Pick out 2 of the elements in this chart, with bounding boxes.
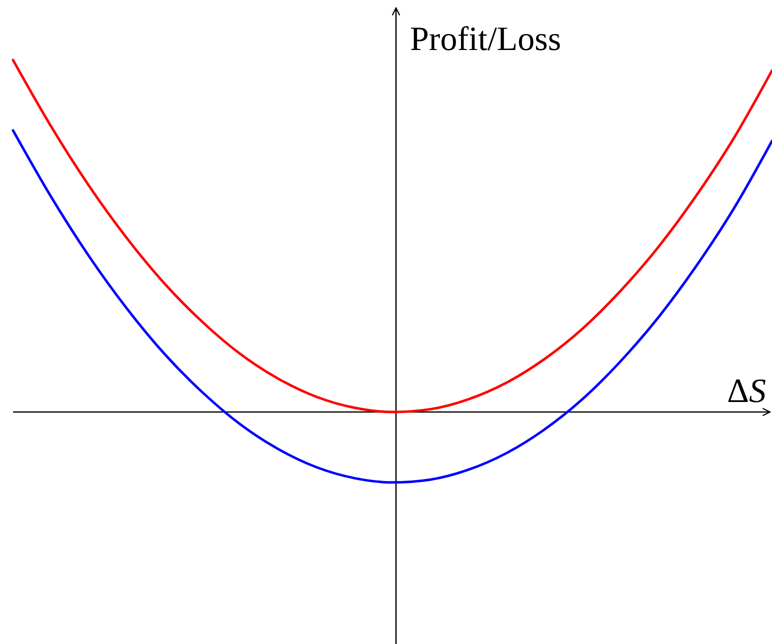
- y-axis-title: Profit/Loss: [410, 21, 562, 58]
- x-axis-title: ΔS: [727, 373, 766, 410]
